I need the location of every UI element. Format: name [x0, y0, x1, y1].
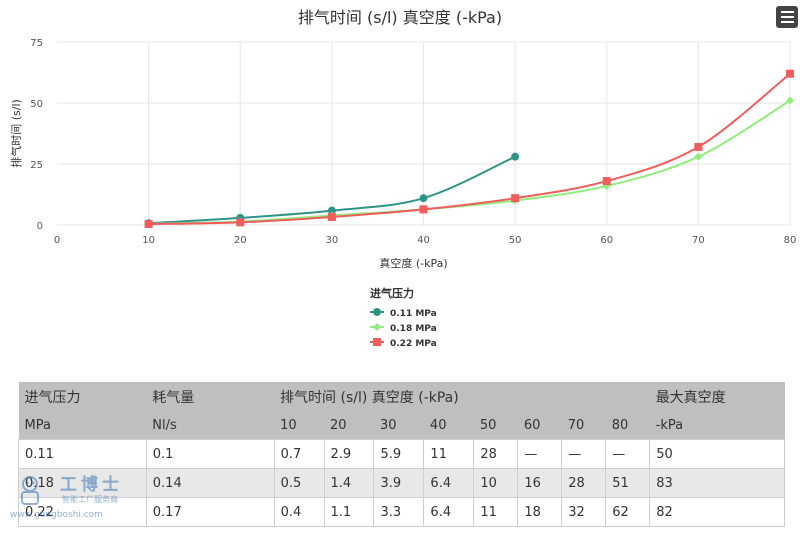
- data-point: [144, 220, 153, 229]
- watermark: 工博士 智能工厂服务商 www.gongboshi.com: [10, 470, 140, 530]
- table-cell: 0.7: [273, 439, 325, 469]
- table-header-row: 进气压力 耗气量 排气时间 (s/l) 真空度 (-kPa) 最大真空度: [18, 382, 785, 412]
- table-cell: 28: [561, 468, 607, 498]
- chart-title: 排气时间 (s/l) 真空度 (-kPa): [297, 8, 503, 27]
- table-cell: 6.4: [423, 468, 475, 498]
- table-cell: 0.14: [145, 468, 275, 498]
- series-line: [148, 72, 791, 226]
- legend-marker: [373, 308, 381, 316]
- legend-marker: [373, 323, 381, 331]
- y-axis-label: 排气时间 (s/l): [9, 99, 23, 168]
- data-point: [511, 152, 520, 161]
- line-chart: 0 10 20 30 40 50 60 70 80 0 25 50 75 真空度 (-kPa) 排气时间 (…: [9, 38, 797, 349]
- table-cell: —: [605, 439, 651, 469]
- legend-item-label: 0.18 MPa: [390, 324, 437, 334]
- x-tick-label: 40: [417, 235, 430, 246]
- data-point: [327, 212, 336, 221]
- header-cell: 耗气量: [146, 382, 275, 412]
- table-row: 0.22 0.17 0.4 1.1 3.3 6.4 11 18 32 62 82: [18, 497, 785, 527]
- menu-line-icon: [780, 16, 794, 18]
- subheader-cell: 40: [423, 412, 474, 440]
- table-cell: 1.1: [323, 497, 375, 527]
- watermark-brand: 工博士: [60, 475, 123, 495]
- table-cell: 3.9: [373, 468, 425, 498]
- data-point: [327, 206, 336, 215]
- header-cell: 排气时间 (s/l) 真空度 (-kPa): [274, 382, 650, 412]
- y-tick-label: 75: [30, 38, 43, 49]
- data-point: [694, 142, 703, 151]
- subheader-cell: Nl/s: [146, 412, 275, 440]
- x-tick-label: 50: [509, 235, 522, 246]
- x-tick-label: 70: [692, 235, 705, 246]
- x-tick-label: 60: [600, 235, 613, 246]
- table-cell: 5.9: [373, 439, 425, 469]
- table-cell: 1.4: [323, 468, 375, 498]
- legend-item-label: 0.11 MPa: [390, 309, 437, 319]
- table-cell: —: [517, 439, 563, 469]
- data-point: [419, 194, 428, 203]
- x-axis-label: 真空度 (-kPa): [379, 256, 447, 270]
- table-cell: 6.4: [423, 497, 475, 527]
- data-table: 进气压力 耗气量 排气时间 (s/l) 真空度 (-kPa) 最大真空度 MPa…: [18, 382, 785, 527]
- table-cell: 32: [561, 497, 607, 527]
- x-tick-label: 10: [142, 235, 155, 246]
- y-tick-label: 0: [37, 221, 43, 232]
- subheader-cell: MPa: [18, 412, 147, 440]
- table-cell: 16: [517, 468, 563, 498]
- table-cell: 62: [605, 497, 651, 527]
- subheader-cell: -kPa: [649, 412, 785, 440]
- data-point: [511, 194, 520, 203]
- y-tick-label: 50: [30, 99, 43, 110]
- table-cell: 10: [473, 468, 519, 498]
- table-cell: 11: [473, 497, 519, 527]
- x-tick-label: 30: [326, 235, 339, 246]
- subheader-cell: 70: [561, 412, 606, 440]
- y-tick-label: 25: [30, 160, 43, 171]
- robot-logo-icon: [21, 476, 39, 505]
- header-cell: 最大真空度: [649, 382, 785, 412]
- menu-line-icon: [780, 21, 794, 23]
- table-cell: 28: [473, 439, 519, 469]
- table-cell: 2.9: [323, 439, 375, 469]
- menu-line-icon: [780, 11, 794, 13]
- legend-title: 进气压力: [370, 286, 414, 300]
- table-cell: 50: [649, 439, 785, 469]
- table-cell: 0.1: [145, 439, 275, 469]
- table-cell: 18: [517, 497, 563, 527]
- data-point: [786, 69, 794, 78]
- table-row: 0.11 0.1 0.7 2.9 5.9 11 28— — —50: [18, 439, 785, 469]
- table-subheader-row: MPa Nl/s 10 20 30 40 50 60 70 80 -kPa: [18, 412, 785, 440]
- subheader-cell: 10: [274, 412, 325, 440]
- table-cell: 0.5: [273, 468, 325, 498]
- legend-marker: [373, 338, 381, 346]
- table-cell: 82: [649, 497, 785, 527]
- table-cell: 3.3: [373, 497, 425, 527]
- data-point: [694, 152, 703, 161]
- table-cell: —: [561, 439, 607, 469]
- table-cell: 0.17: [145, 497, 275, 527]
- data-point: [786, 96, 794, 105]
- table-cell: 0.11: [18, 439, 147, 469]
- data-point: [236, 218, 245, 227]
- table-cell: 83: [649, 468, 785, 498]
- table-cell: 11: [423, 439, 475, 469]
- legend-item-label: 0.22 MPa: [390, 339, 437, 349]
- subheader-cell: 30: [373, 412, 424, 440]
- x-tick-label: 0: [54, 235, 60, 246]
- subheader-cell: 60: [517, 412, 562, 440]
- data-point: [602, 177, 611, 186]
- chart-menu-button[interactable]: [776, 6, 798, 28]
- subheader-cell: 20: [324, 412, 374, 440]
- x-tick-label: 20: [234, 235, 247, 246]
- subheader-cell: 80: [605, 412, 650, 440]
- table-cell: 0.4: [273, 497, 325, 527]
- subheader-cell: 50: [473, 412, 518, 440]
- watermark-tagline: 智能工厂服务商: [62, 495, 118, 504]
- x-tick-label: 80: [784, 235, 797, 246]
- watermark-url: www.gongboshi.com: [10, 510, 103, 520]
- table-cell: 51: [605, 468, 651, 498]
- header-cell: 进气压力: [18, 382, 147, 412]
- data-point: [419, 205, 428, 214]
